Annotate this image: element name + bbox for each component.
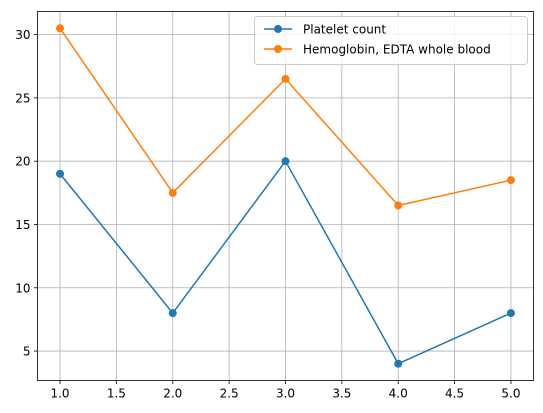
y-tick-label: 15 [15,218,30,232]
x-tick-label: 1.0 [50,387,69,401]
data-point [281,157,290,166]
y-tick-label: 20 [15,155,30,169]
y-tick-label: 10 [15,281,30,295]
legend-box [254,16,528,65]
data-point [56,169,65,178]
data-point [168,188,177,197]
data-point [394,201,403,210]
series-1 [56,157,515,368]
x-tick-label: 2.5 [220,387,239,401]
grid [37,11,534,381]
y-tick-label: 5 [23,345,31,359]
data-point [281,74,290,83]
data-point [506,309,515,318]
axis-ticks: 1.0 1.5 2.0 2.5 3.0 3.5 4.0 4.5 5.0 5 10 15 20 25 30 [15,28,520,400]
plot-area-frame [37,11,534,381]
legend-entry: Hemoglobin, EDTA whole blood [264,43,491,57]
series-2 [56,24,515,210]
legend-entry: Platelet count [264,23,386,37]
legend-label: Platelet count [303,23,386,37]
legend: Platelet count Hemoglobin, EDTA whole blo… [254,16,528,65]
y-tick-label: 30 [15,28,30,42]
data-point [506,176,515,185]
x-tick-label: 2.0 [163,387,182,401]
series-group [56,24,515,368]
legend-label: Hemoglobin, EDTA whole blood [303,43,491,57]
x-tick-label: 1.5 [107,387,126,401]
legend-marker [274,45,282,53]
x-tick-label: 4.5 [445,387,464,401]
data-point [56,24,65,33]
data-point [168,309,177,318]
data-point [394,359,403,368]
legend-marker [274,25,282,33]
x-tick-label: 5.0 [501,387,520,401]
x-tick-label: 4.0 [389,387,408,401]
x-tick-label: 3.0 [276,387,295,401]
y-tick-label: 25 [15,91,30,105]
x-tick-label: 3.5 [332,387,351,401]
